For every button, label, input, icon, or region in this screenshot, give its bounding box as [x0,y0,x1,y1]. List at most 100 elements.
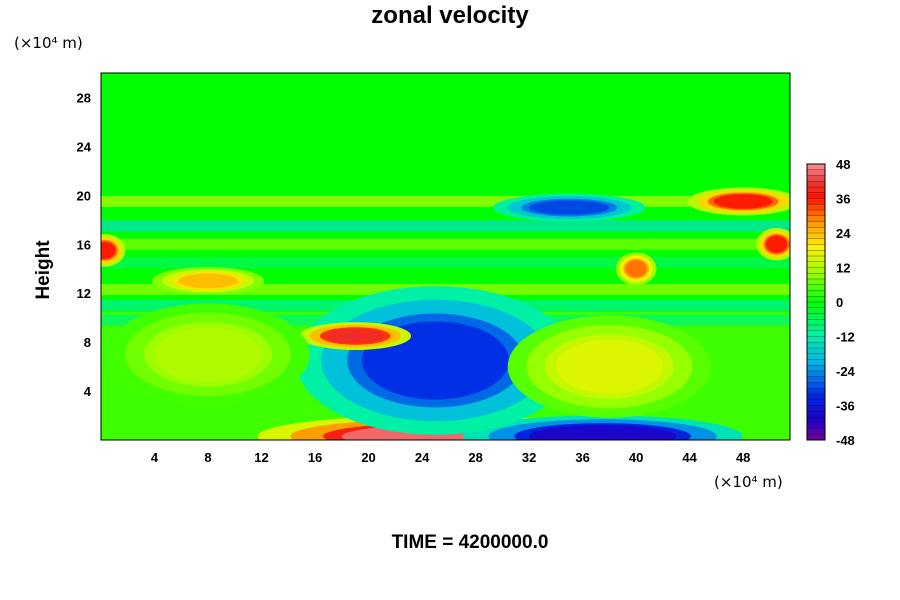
x-tick-label: 48 [736,450,750,465]
colorbar-segment [807,325,825,332]
colorbar-segment [807,261,825,268]
colorbar-segment [807,267,825,274]
colorbar-segment [807,238,825,245]
colorbar-segment [807,169,825,176]
y-axis-ticks: 4 8 12 16 20 24 28 [77,90,92,399]
layer-band [101,195,790,207]
colorbar-tick-label: 12 [836,261,850,276]
feature-core [713,194,773,209]
colorbar-segment [807,273,825,280]
chart-title: zonal velocity [371,2,529,29]
colorbar-tick-label: -12 [836,330,855,345]
colorbar-segment [807,210,825,217]
colorbar-segment [807,256,825,263]
x-tick-label: 32 [522,450,536,465]
colorbar-segment [807,319,825,326]
colorbar-segment [807,336,825,343]
x-tick-label: 28 [468,450,482,465]
y-axis-unit: (×10⁴ m) [14,34,83,52]
feature-core [325,328,385,344]
colorbar-segment [807,405,825,412]
y-tick-label: 24 [77,139,92,154]
colorbar-tick-label: -36 [836,399,855,414]
colorbar-frame [806,163,826,441]
colorbar-segment [807,371,825,378]
colorbar-segment [807,428,825,435]
x-axis-ticks: 4 8 12 16 20 24 28 32 36 40 44 48 [151,450,751,465]
colorbar-tick-label: 48 [836,157,850,172]
colorbar-segment [807,307,825,314]
colorbar-segment [807,394,825,401]
colorbar-segment [807,233,825,240]
colorbar-segment [807,359,825,366]
colorbar-segment [807,290,825,297]
colorbar-segment [807,417,825,424]
x-tick-label: 36 [575,450,589,465]
y-tick-label: 28 [77,90,91,105]
colorbar-segment [807,365,825,372]
colorbar-tick-label: 0 [836,295,843,310]
y-tick-label: 12 [77,286,91,301]
feature-core [529,200,610,215]
colorbar-segment [807,399,825,406]
velocity-field [101,73,790,440]
colorbar-tick-label: 24 [836,226,851,241]
colorbar-segment [807,175,825,182]
colorbar-segment [807,353,825,360]
y-tick-label: 4 [84,384,92,399]
colorbar: 48 36 24 12 0 -12 -24 -36 -48 [806,157,856,448]
y-tick-label: 16 [77,237,91,252]
y-tick-label: 20 [77,188,91,203]
colorbar-segment [807,164,825,171]
x-tick-label: 44 [682,450,697,465]
x-tick-label: 40 [629,450,643,465]
colorbar-segment [807,422,825,429]
x-tick-label: 12 [254,450,268,465]
x-tick-label: 4 [151,450,159,465]
feature-core [555,339,663,394]
colorbar-segment [807,342,825,349]
feature-core [154,327,262,382]
colorbar-segment [807,434,825,441]
colorbar-segment [807,227,825,234]
feature-core [101,241,116,259]
colorbar-tick-label: 36 [836,192,850,207]
x-tick-label: 20 [361,450,375,465]
colorbar-segment [807,330,825,337]
colorbar-segment [807,348,825,355]
colorbar-tick-label: -48 [836,433,855,448]
feature-core [178,273,238,289]
colorbar-segment [807,382,825,389]
colorbar-segment [807,187,825,194]
x-axis-unit: (×10⁴ m) [714,473,783,491]
layer-band [101,220,790,232]
colorbar-segment [807,181,825,188]
feature-core [625,260,647,278]
colorbar-segment [807,313,825,320]
colorbar-segment [807,411,825,418]
plot-frame [100,72,791,441]
colorbar-segment [807,204,825,211]
colorbar-segment [807,198,825,205]
colorbar-segment [807,215,825,222]
time-label: TIME = 4200000.0 [391,532,549,553]
x-tick-label: 16 [308,450,322,465]
colorbar-segment [807,284,825,291]
colorbar-segment [807,221,825,228]
colorbar-segment [807,244,825,251]
colorbar-segment [807,192,825,199]
feature-core [529,425,677,440]
colorbar-segment [807,296,825,303]
colorbar-segment [807,279,825,286]
colorbar-segment [807,376,825,383]
y-tick-label: 8 [84,335,91,350]
feature-core [765,235,788,253]
layer-band [101,238,790,250]
colorbar-segment [807,302,825,309]
colorbar-segment [807,250,825,257]
colorbar-segment [807,388,825,395]
x-tick-label: 8 [204,450,211,465]
layer-band [101,257,790,269]
colorbar-tick-label: -24 [836,364,856,379]
